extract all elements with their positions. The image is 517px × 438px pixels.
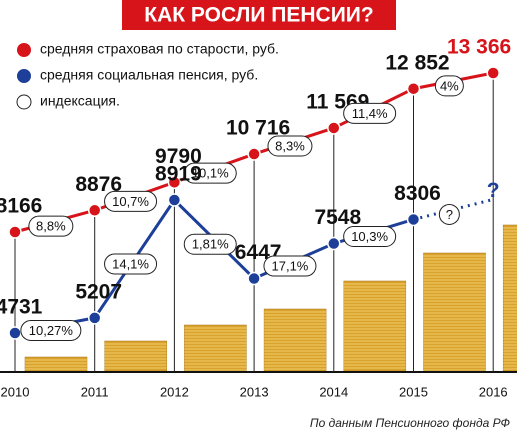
legend-label: средняя социальная пенсия, руб. (40, 67, 258, 83)
indexation-pill (183, 233, 237, 255)
legend-label: средняя страховая по старости, руб. (40, 41, 279, 57)
indexation-pill (104, 253, 158, 275)
indexation-pill (20, 319, 82, 341)
legend-marker (17, 43, 31, 57)
indexation-pill (343, 226, 397, 248)
x-tick-label: 2012 (160, 384, 189, 399)
point (327, 121, 341, 135)
x-tick-label: 2010 (1, 384, 30, 399)
indexation-pill (267, 135, 313, 157)
title-banner (122, 0, 396, 30)
indexation-pill (434, 75, 464, 97)
point (8, 225, 22, 239)
point (8, 326, 22, 340)
indexation-pill (28, 215, 74, 237)
point (87, 311, 102, 325)
value-label: 8919 (155, 163, 202, 186)
coins (24, 224, 517, 372)
value-label: ? (487, 179, 500, 202)
point (406, 81, 421, 96)
coin-stack (184, 324, 247, 372)
point (167, 175, 182, 190)
coin-stack (502, 224, 517, 372)
x-tick-label: 2013 (240, 384, 269, 399)
indexation-label: 4% (440, 78, 459, 93)
value-label: 8166 (0, 195, 42, 218)
indexation-label: 10,7% (112, 194, 149, 209)
indexation-pill (343, 102, 397, 124)
point (327, 236, 341, 251)
value-label: 13 366 (447, 36, 511, 59)
coin-stack (423, 252, 486, 372)
chart-title: КАК РОСЛИ ПЕНСИИ? (144, 4, 373, 27)
indexation-label: 10,3% (351, 229, 388, 244)
indexation-label: 8,3% (275, 138, 305, 153)
value-label: 12 852 (385, 51, 449, 74)
indexation-label: 17,1% (272, 258, 309, 273)
indexation-pill (183, 162, 237, 184)
indexation-label: 8,8% (36, 219, 66, 234)
point (247, 271, 261, 286)
legend-label: индексация. (40, 93, 120, 109)
legend-marker (16, 94, 32, 110)
indexation-label: 14,1% (112, 256, 149, 271)
point (167, 193, 182, 207)
indexation-pill (263, 255, 317, 277)
value-label: 10 716 (226, 117, 290, 140)
x-tick-label: 2015 (399, 384, 428, 399)
x-tick-label: 2016 (479, 384, 508, 399)
value-label: 5207 (75, 280, 122, 303)
x-tick-label: 2011 (81, 384, 109, 399)
indexation-label: ? (446, 207, 453, 222)
value-label: 8876 (75, 173, 122, 196)
indexation-pill (104, 190, 158, 212)
legend-marker (17, 69, 31, 83)
value-label: 8306 (394, 182, 441, 205)
point (247, 147, 261, 161)
indexation-pill (438, 203, 460, 225)
value-label: 9790 (155, 145, 202, 168)
indexation-label: 1,81% (192, 237, 229, 252)
point (87, 203, 102, 218)
source: По данным Пенсионного фонда РФ (310, 416, 511, 430)
indexation-label: 10,27% (29, 323, 74, 338)
value-label: 4731 (0, 296, 43, 319)
x-tick-label: 2014 (319, 384, 348, 399)
value-label: 7548 (314, 206, 361, 229)
indexation-label: 10,1% (192, 166, 229, 181)
point (486, 66, 500, 80)
indexation-label: 11,4% (352, 106, 388, 121)
